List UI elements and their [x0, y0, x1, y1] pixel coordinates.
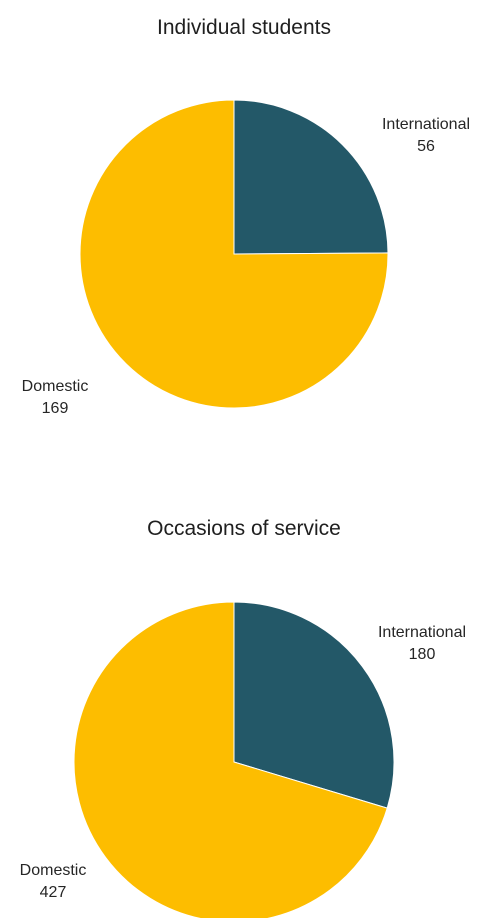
- chart-individual-students: Individual students International 56 Dom…: [0, 16, 486, 420]
- pie-chart: [79, 99, 389, 409]
- slice-label: International: [377, 624, 467, 641]
- slice-value: 180: [408, 646, 436, 663]
- data-label-domestic: Domestic 169: [0, 376, 110, 420]
- pie-slice-international: [233, 99, 389, 255]
- chart-occasions-of-service: Occasions of service International 180 D…: [0, 500, 488, 918]
- pie-slice-domestic: [79, 99, 389, 409]
- data-label-international: International 56: [366, 114, 486, 158]
- pie-slice-domestic: [73, 601, 388, 918]
- pie-slice-international: [233, 601, 395, 809]
- slice-value: 56: [417, 138, 435, 155]
- pie-chart: [73, 601, 395, 918]
- slice-value: 427: [39, 884, 67, 901]
- slice-label: Domestic: [19, 862, 87, 879]
- slice-value: 169: [41, 400, 69, 417]
- chart-title: Individual students: [157, 16, 331, 39]
- chart-title: Occasions of service: [147, 517, 341, 540]
- slice-label: International: [381, 116, 471, 133]
- slice-label: Domestic: [21, 378, 89, 395]
- data-label-international: International 180: [362, 622, 482, 666]
- data-label-domestic: Domestic 427: [0, 860, 106, 904]
